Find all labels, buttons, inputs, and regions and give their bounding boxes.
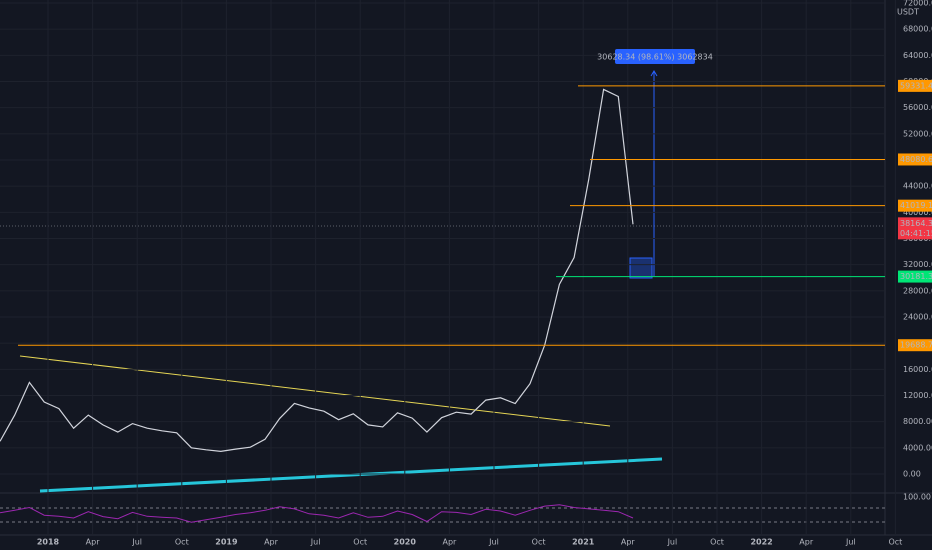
x-tick-label: 2022 <box>750 538 772 547</box>
last-price-bg <box>898 217 932 240</box>
y-tick-label: 72000.00 <box>903 0 932 8</box>
x-tick-label: Apr <box>442 538 457 547</box>
x-tick-label: Jul <box>310 538 321 547</box>
x-tick-label: Oct <box>175 538 189 547</box>
x-tick-label: Jul <box>845 538 856 547</box>
last-price-label: 38164.32 <box>900 219 932 228</box>
y-tick-label: 4000.00 <box>903 443 932 452</box>
measure-box <box>629 257 653 279</box>
level-label-bg <box>898 79 932 92</box>
x-tick-label: Oct <box>710 538 724 547</box>
price-line <box>0 88 634 453</box>
measure-label: 30628.34 (98.61%) 3062834 <box>597 53 713 62</box>
y-tick-label: 16000.00 <box>903 365 932 374</box>
y-tick-label: 52000.00 <box>903 129 932 138</box>
level-label: 30181.33 <box>900 272 932 281</box>
y-tick-label: 0.00 <box>903 470 921 479</box>
y-tick-label: 56000.00 <box>903 103 932 112</box>
x-tick-label: Apr <box>86 538 101 547</box>
x-tick-label: 2021 <box>572 538 595 547</box>
rsi-tick-label: 100.00 <box>903 493 931 502</box>
y-tick-label: 44000.00 <box>903 182 932 191</box>
level-label: 48080.64 <box>900 155 932 164</box>
rsi-line <box>0 504 634 523</box>
x-tick-label: 2019 <box>215 538 238 547</box>
y-tick-label: 12000.00 <box>903 391 932 400</box>
measure-arrowhead <box>650 70 658 77</box>
x-tick-label: Oct <box>888 538 902 547</box>
trend-line <box>39 457 663 493</box>
measure-label-bg <box>615 49 695 64</box>
level-label: 41019.18 <box>900 201 932 210</box>
x-tick-label: Oct <box>532 538 546 547</box>
currency-label: USDT <box>897 8 919 17</box>
y-tick-label: 68000.00 <box>903 25 932 34</box>
x-tick-label: Jul <box>131 538 142 547</box>
y-tick-label: 64000.00 <box>903 51 932 60</box>
x-tick-label: Apr <box>799 538 814 547</box>
level-label-bg <box>898 153 932 166</box>
trend-line <box>19 355 611 427</box>
level-label-bg <box>898 270 932 283</box>
level-label: 59331.47 <box>900 81 932 90</box>
countdown-label: 04:41:15 <box>900 229 932 238</box>
level-label-bg <box>898 199 932 212</box>
level-label: 19688.7 <box>900 341 932 350</box>
level-label-bg <box>898 339 932 352</box>
y-tick-label: 32000.00 <box>903 260 932 269</box>
y-tick-label: 8000.00 <box>903 417 932 426</box>
x-tick-label: 2018 <box>37 538 60 547</box>
y-tick-label: 24000.00 <box>903 313 932 322</box>
x-tick-label: Jul <box>488 538 499 547</box>
x-tick-label: Jul <box>667 538 678 547</box>
x-tick-label: Oct <box>353 538 367 547</box>
x-tick-label: 2020 <box>394 538 417 547</box>
y-tick-label: 40000.00 <box>903 208 932 217</box>
x-tick-label: Apr <box>621 538 636 547</box>
y-tick-label: 28000.00 <box>903 286 932 295</box>
x-tick-label: Apr <box>264 538 279 547</box>
